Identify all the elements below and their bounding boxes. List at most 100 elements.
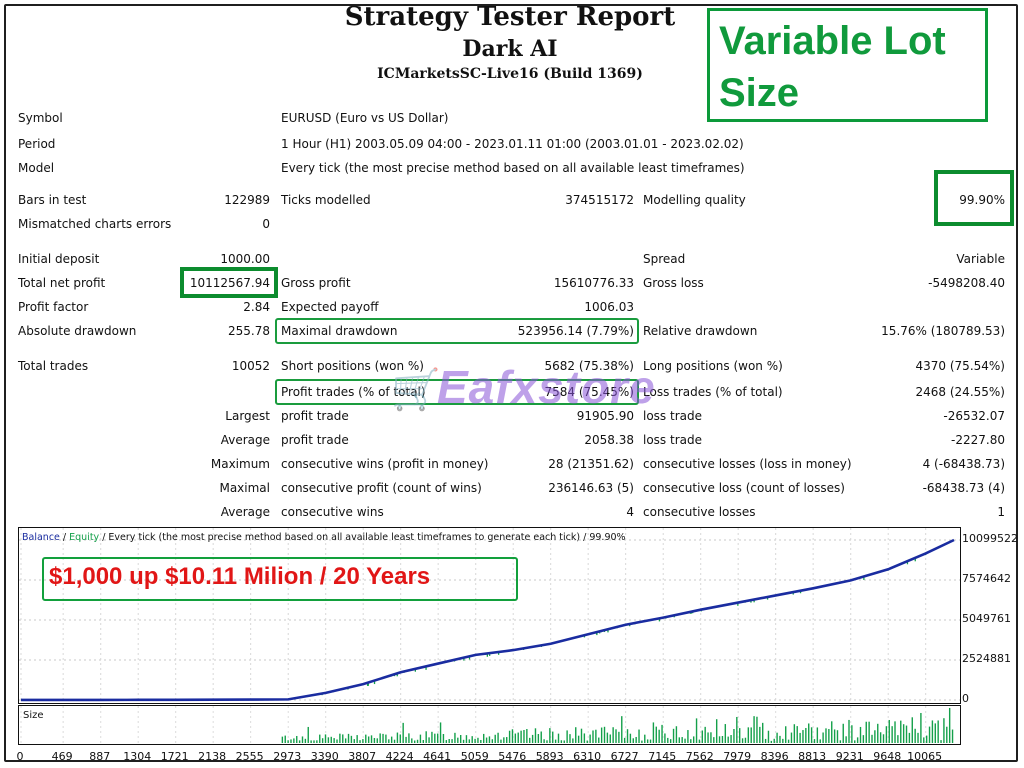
bars-label: Bars in test xyxy=(18,193,87,207)
size-bar xyxy=(744,737,747,743)
size-bar xyxy=(695,718,698,743)
maximal-consecutive-profit-label: consecutive profit (count of wins) xyxy=(281,481,482,495)
y-tick-label: 10099522 xyxy=(962,532,1018,545)
x-tick-label: 5476 xyxy=(498,750,527,763)
size-bar xyxy=(390,736,393,743)
gross-loss-value: -5498208.40 xyxy=(928,276,1005,290)
profit-trades-highlight xyxy=(275,379,639,405)
size-bar xyxy=(940,740,942,743)
x-tick-label: 2973 xyxy=(273,750,302,763)
size-bar xyxy=(782,738,784,743)
size-bar xyxy=(396,732,399,743)
size-bar xyxy=(500,739,502,743)
size-bar xyxy=(856,737,859,743)
size-bar xyxy=(350,735,353,743)
size-bar xyxy=(373,737,376,743)
largest-label: Largest xyxy=(225,409,270,423)
max-consecutive-wins-label: consecutive wins (profit in money) xyxy=(281,457,489,471)
maximal-consecutive-loss-label: consecutive loss (count of losses) xyxy=(643,481,845,495)
server-build: ICMarketsSC-Live16 (Build 1369) xyxy=(377,66,643,82)
size-bar xyxy=(327,737,330,743)
size-bar xyxy=(879,732,882,743)
size-bar xyxy=(638,729,640,743)
size-bar xyxy=(488,736,491,743)
size-chart xyxy=(18,705,961,745)
x-tick-label: 5893 xyxy=(535,750,564,763)
size-bar xyxy=(457,737,459,743)
average-consecutive-label: Average xyxy=(220,505,270,519)
size-bar xyxy=(419,734,422,743)
size-bar xyxy=(646,739,649,743)
size-bar xyxy=(572,738,574,743)
size-bar xyxy=(600,727,603,743)
size-bar xyxy=(623,737,626,743)
size-bar xyxy=(900,720,902,743)
balance-line xyxy=(20,538,955,702)
size-bar xyxy=(451,739,453,743)
gross-profit-value: 15610776.33 xyxy=(553,276,634,290)
size-bar xyxy=(822,732,824,743)
variable-lot-text: Variable Lot Size xyxy=(719,19,946,115)
size-bar xyxy=(477,737,479,743)
size-bar xyxy=(669,739,672,743)
average-consecutive-wins-label: consecutive wins xyxy=(281,505,384,519)
size-bar xyxy=(459,735,462,743)
size-bar xyxy=(946,726,948,743)
size-bar xyxy=(877,723,879,743)
size-bar xyxy=(848,719,850,743)
size-bar xyxy=(805,727,807,743)
size-bar xyxy=(428,737,430,743)
relative-drawdown-value: 15.76% (180789.53) xyxy=(881,324,1005,338)
max-consecutive-losses-value: 4 (-68438.73) xyxy=(922,457,1005,471)
largest-profit-trade-label: profit trade xyxy=(281,409,349,423)
size-bar xyxy=(413,740,416,743)
size-bar xyxy=(644,734,646,743)
average-consecutive-wins-value: 4 xyxy=(626,505,634,519)
size-bar xyxy=(287,740,289,743)
x-tick-label: 887 xyxy=(89,750,111,763)
size-bar xyxy=(514,733,517,743)
x-tick-label: 7145 xyxy=(648,750,677,763)
size-bar xyxy=(336,739,338,743)
size-bar xyxy=(347,733,350,743)
profit-factor-label: Profit factor xyxy=(18,300,89,314)
size-bar xyxy=(370,735,373,743)
long-positions-label: Long positions (won %) xyxy=(643,359,783,373)
size-bar xyxy=(342,734,344,743)
size-bar xyxy=(575,727,577,743)
symbol-label: Symbol xyxy=(18,111,63,125)
max-consecutive-wins-value: 28 (21351.62) xyxy=(548,457,634,471)
growth-text: $1,000 up $10.11 Milion / 20 Years xyxy=(49,563,431,590)
average-consecutive-losses-value: 1 xyxy=(997,505,1005,519)
size-bar xyxy=(603,726,606,743)
profit-factor-value: 2.84 xyxy=(243,300,270,314)
maximal-drawdown-label: Maximal drawdown xyxy=(281,324,398,338)
size-bar xyxy=(692,736,695,743)
size-bar xyxy=(465,735,468,743)
relative-drawdown-label: Relative drawdown xyxy=(643,324,758,338)
deposit-label: Initial deposit xyxy=(18,252,100,266)
size-bar xyxy=(411,738,413,743)
x-tick-label: 7562 xyxy=(685,750,714,763)
size-bar xyxy=(854,740,856,743)
x-tick-label: 4641 xyxy=(423,750,452,763)
x-tick-label: 7979 xyxy=(723,750,752,763)
size-bar xyxy=(813,739,816,743)
x-tick-label: 9231 xyxy=(835,750,864,763)
size-bar xyxy=(483,733,485,743)
maximal-consecutive-loss-value: -68438.73 (4) xyxy=(922,481,1005,495)
size-bar xyxy=(526,729,528,743)
size-bar xyxy=(862,735,865,743)
size-bar xyxy=(376,738,378,743)
size-bar xyxy=(296,735,298,743)
balance-chart-svg xyxy=(19,528,960,703)
size-bar xyxy=(298,740,301,743)
size-bar xyxy=(738,728,741,743)
size-bar xyxy=(796,726,798,743)
profit-trades-label: Profit trades (% of total) xyxy=(281,385,426,399)
size-bar xyxy=(399,734,401,743)
size-bar xyxy=(859,726,862,743)
maximum-label: Maximum xyxy=(210,457,270,471)
size-bar xyxy=(577,735,580,743)
size-bar xyxy=(825,728,827,743)
